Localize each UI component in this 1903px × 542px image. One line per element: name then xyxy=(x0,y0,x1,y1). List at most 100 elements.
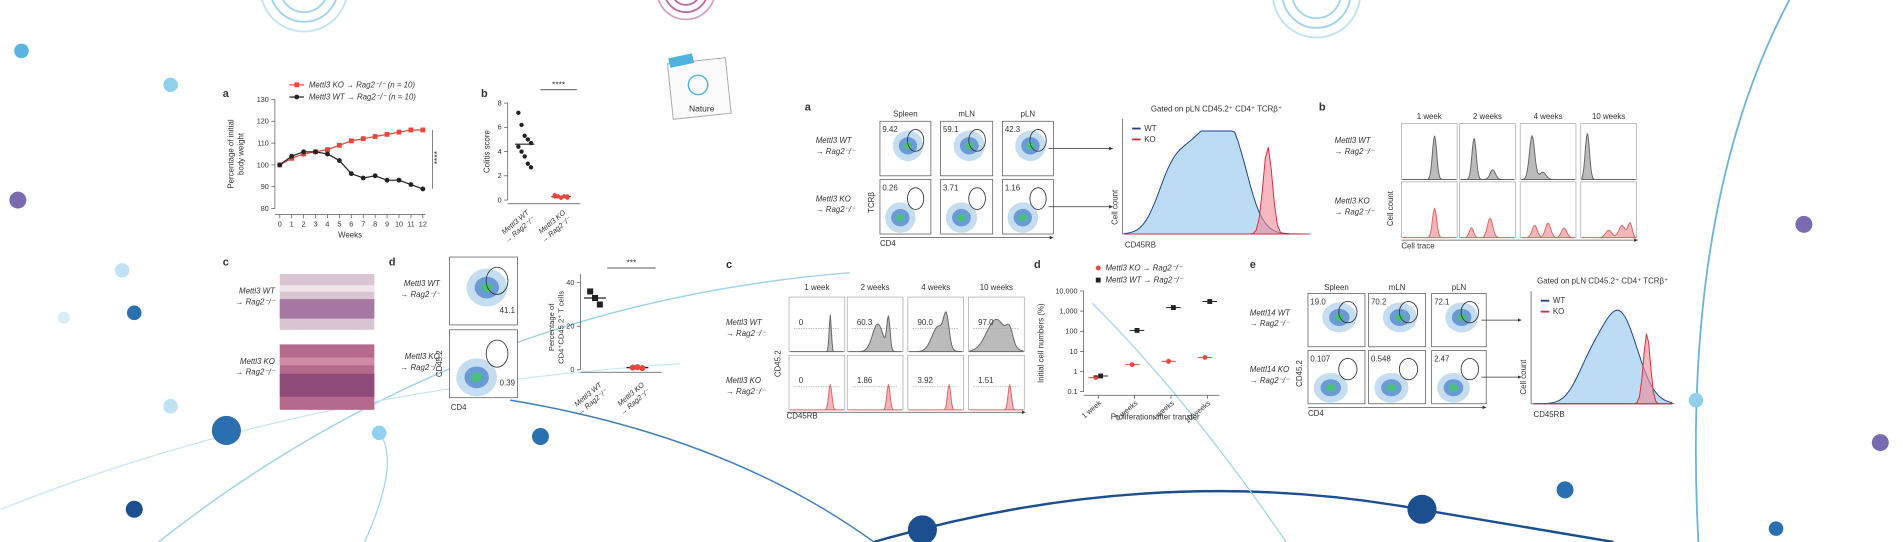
flow-gate xyxy=(1398,357,1419,381)
x-tick-label: 12 xyxy=(419,220,427,229)
significance: **** xyxy=(552,79,566,89)
axis-title: Cell count xyxy=(1386,190,1395,226)
histogram xyxy=(1521,222,1575,239)
y-tick-label: 20 xyxy=(566,322,574,331)
point xyxy=(591,294,599,302)
x-tick-label: 2 xyxy=(302,220,306,229)
row-label: → Rag2⁻/⁻ xyxy=(236,368,276,377)
y-tick-label: 0 xyxy=(498,195,502,204)
x-tick-label: 11 xyxy=(407,220,415,229)
significance: *** xyxy=(626,258,637,268)
row-label: → Rag2⁻/⁻ xyxy=(726,387,766,396)
panel-label: c xyxy=(726,259,732,271)
x-tick-label: 1 xyxy=(290,220,294,229)
row-label: Mettl3 WT xyxy=(239,286,276,295)
legend-label: KO xyxy=(1553,307,1564,316)
axis-title: Cell count xyxy=(1519,359,1528,395)
histogram xyxy=(1582,221,1636,239)
legend-label: Mettl3 WT → Rag2⁻/⁻ xyxy=(1105,276,1183,285)
legend-marker xyxy=(1095,277,1101,283)
gate-value: 0.26 xyxy=(882,183,898,192)
panel-label: c xyxy=(223,257,229,269)
legend-marker xyxy=(1095,265,1101,271)
point xyxy=(516,144,521,149)
point xyxy=(289,153,295,159)
y-tick-label: 10 xyxy=(1070,347,1078,356)
axis-title: Percentage of initial xyxy=(227,119,236,188)
flow-gate xyxy=(1460,301,1480,324)
histogram xyxy=(969,318,1024,353)
y-tick-label: 0 xyxy=(570,365,574,374)
y-tick-label: 8 xyxy=(498,98,502,107)
y-tick-label: 100 xyxy=(1065,327,1077,336)
axis-title: Weeks xyxy=(338,231,362,240)
gate-value: 97.0 xyxy=(978,318,994,327)
row-label: Mettl14 WT xyxy=(1250,308,1291,317)
column-label: 4 weeks xyxy=(921,283,950,292)
histogram-box xyxy=(788,296,846,352)
flow-gate xyxy=(1338,301,1358,324)
histogram-box xyxy=(1580,181,1637,238)
gate-value: 41.1 xyxy=(500,306,515,315)
histogram-title: Gated on pLN CD45.2⁺ CD4⁺ TCRβ⁺ xyxy=(1537,277,1668,286)
flow-gate xyxy=(907,187,925,210)
point xyxy=(528,165,534,170)
column-label: mLN xyxy=(1389,283,1406,292)
panel-label: e xyxy=(1250,259,1256,271)
point xyxy=(408,182,414,187)
point xyxy=(1202,355,1208,360)
point xyxy=(420,186,426,192)
x-tick-label: 3 xyxy=(314,220,318,229)
flow-gate xyxy=(485,266,509,295)
column-label: 1 week xyxy=(1417,112,1442,121)
axis-title: CD45.2 xyxy=(774,350,783,377)
axis-title: Proliferation after transfer xyxy=(1111,413,1200,422)
gate-value: 1.16 xyxy=(1005,183,1021,192)
histogram-box xyxy=(1401,181,1458,238)
row-label: Mettl3 WT xyxy=(726,318,763,327)
point xyxy=(565,194,570,199)
axis-title: CD45.2 xyxy=(1295,360,1304,387)
axis-title: body weight xyxy=(236,132,245,175)
point xyxy=(516,110,521,115)
x-tick-label: 10 xyxy=(395,220,403,229)
histogram xyxy=(1460,217,1515,239)
legend-marker xyxy=(294,94,300,100)
legend-label: Mettl3 WT → Rag2⁻/⁻ (n = 10) xyxy=(309,92,416,101)
y-tick-label: 80 xyxy=(261,204,269,213)
histogram xyxy=(790,384,844,411)
histogram xyxy=(848,384,902,411)
histogram xyxy=(1124,130,1308,235)
row-label: Mettl3 WT xyxy=(1335,136,1372,145)
row-label: Mettl3 WT xyxy=(404,279,441,288)
row-label: → Rag2⁻/⁻ xyxy=(816,205,856,214)
row-label: → Rag2⁻/⁻ xyxy=(1335,147,1375,156)
column-label: 2 weeks xyxy=(1473,112,1502,121)
histogram xyxy=(848,315,902,353)
row-label: Mettl14 KO xyxy=(1250,365,1289,374)
gate-value: 70.2 xyxy=(1371,297,1386,306)
legend-label: Mettl3 KO → Rag2⁻/⁻ (n = 10) xyxy=(309,80,416,89)
point xyxy=(372,173,378,179)
y-tick-label: 110 xyxy=(257,139,269,148)
axis-title: TCRβ xyxy=(867,192,876,213)
gate-value: 1.86 xyxy=(857,376,873,385)
column-label: 10 weeks xyxy=(1592,112,1625,121)
y-tick-label: 4 xyxy=(498,147,502,156)
point xyxy=(336,142,342,148)
point xyxy=(639,365,646,372)
flow-gate xyxy=(1029,187,1047,210)
histogram xyxy=(1521,134,1575,180)
gate-value: 0.548 xyxy=(1371,354,1391,363)
legend-label: Mettl3 KO → Rag2⁻/⁻ xyxy=(1105,263,1182,272)
x-tick-label: 1 week xyxy=(1080,398,1104,420)
axis-title: CD4 xyxy=(880,239,896,248)
flow-density xyxy=(1386,384,1396,392)
series-line xyxy=(279,129,423,166)
histogram xyxy=(1124,147,1308,235)
panel-label: b xyxy=(481,88,488,100)
gate-value: 90.0 xyxy=(918,318,934,327)
axis-title: CD4⁺CD45.2⁺ T cells xyxy=(556,291,565,364)
point xyxy=(519,122,524,128)
panel-label: a xyxy=(805,101,812,113)
